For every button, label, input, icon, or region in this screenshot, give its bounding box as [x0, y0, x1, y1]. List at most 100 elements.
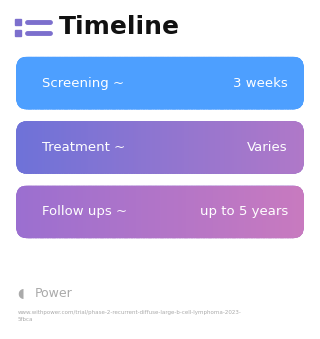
Bar — [30, 121, 33, 174]
Bar — [232, 57, 235, 109]
Bar — [242, 121, 245, 174]
Bar — [109, 186, 113, 238]
Bar — [297, 57, 300, 109]
Bar — [117, 57, 120, 109]
Bar — [177, 121, 180, 174]
Bar — [287, 186, 290, 238]
Bar — [126, 186, 129, 238]
Bar — [38, 57, 41, 109]
Bar — [213, 121, 216, 174]
Bar — [95, 121, 98, 174]
Bar — [157, 121, 161, 174]
Bar — [246, 121, 250, 174]
Bar — [107, 121, 110, 174]
Bar — [134, 57, 137, 109]
Bar — [256, 121, 259, 174]
Bar — [177, 57, 180, 109]
Bar — [244, 186, 247, 238]
Bar — [211, 186, 213, 238]
Bar — [107, 57, 110, 109]
Bar — [112, 121, 115, 174]
Bar — [225, 121, 228, 174]
Bar — [172, 121, 175, 174]
Text: Screening ~: Screening ~ — [42, 77, 124, 89]
Bar — [179, 57, 182, 109]
Text: Varies: Varies — [247, 141, 288, 154]
Bar — [71, 186, 74, 238]
Bar — [141, 121, 144, 174]
Bar — [201, 57, 204, 109]
Bar — [26, 121, 29, 174]
Bar — [270, 121, 273, 174]
Bar — [153, 186, 156, 238]
Bar — [155, 186, 158, 238]
Bar — [54, 57, 58, 109]
Bar — [86, 121, 89, 174]
Bar — [129, 186, 132, 238]
Bar — [244, 57, 247, 109]
Bar — [38, 121, 41, 174]
Bar — [105, 121, 108, 174]
Bar — [283, 186, 285, 238]
Text: Power: Power — [35, 287, 73, 300]
Bar — [74, 57, 77, 109]
Bar — [33, 57, 36, 109]
Bar — [162, 121, 165, 174]
Bar — [33, 121, 36, 174]
FancyBboxPatch shape — [16, 121, 304, 174]
Bar — [225, 186, 228, 238]
Bar — [299, 57, 302, 109]
Bar — [64, 121, 67, 174]
Bar — [16, 121, 19, 174]
Bar — [208, 186, 211, 238]
Bar — [16, 57, 19, 109]
Bar — [61, 121, 65, 174]
Bar — [155, 121, 158, 174]
Bar — [172, 186, 175, 238]
Bar — [28, 57, 31, 109]
Bar — [227, 121, 230, 174]
Bar — [165, 57, 168, 109]
Bar — [150, 121, 153, 174]
Bar — [143, 121, 146, 174]
Bar — [302, 57, 305, 109]
Bar — [259, 121, 261, 174]
Bar — [52, 121, 55, 174]
Bar — [283, 57, 285, 109]
Bar — [222, 57, 226, 109]
Bar — [206, 57, 209, 109]
Bar — [71, 57, 74, 109]
Bar — [225, 57, 228, 109]
Bar — [270, 57, 273, 109]
Bar — [102, 121, 105, 174]
Bar — [191, 121, 194, 174]
Bar — [95, 57, 98, 109]
Bar — [88, 186, 91, 238]
Bar — [259, 57, 261, 109]
Bar — [290, 121, 292, 174]
Bar — [33, 186, 36, 238]
Bar — [134, 121, 137, 174]
Bar — [40, 121, 43, 174]
Bar — [67, 57, 69, 109]
Bar — [102, 186, 105, 238]
Bar — [297, 121, 300, 174]
Text: Follow ups ~: Follow ups ~ — [42, 205, 127, 218]
Bar — [131, 57, 134, 109]
Bar — [43, 57, 45, 109]
Bar — [52, 186, 55, 238]
Bar — [268, 57, 271, 109]
Bar — [179, 186, 182, 238]
Bar — [246, 57, 250, 109]
Bar — [50, 121, 52, 174]
Bar — [141, 186, 144, 238]
Bar — [54, 121, 58, 174]
Bar — [148, 57, 151, 109]
Bar — [134, 186, 137, 238]
Bar — [50, 57, 52, 109]
Bar — [54, 186, 58, 238]
Bar — [251, 186, 254, 238]
Bar — [239, 121, 242, 174]
Bar — [153, 57, 156, 109]
Bar — [251, 57, 254, 109]
